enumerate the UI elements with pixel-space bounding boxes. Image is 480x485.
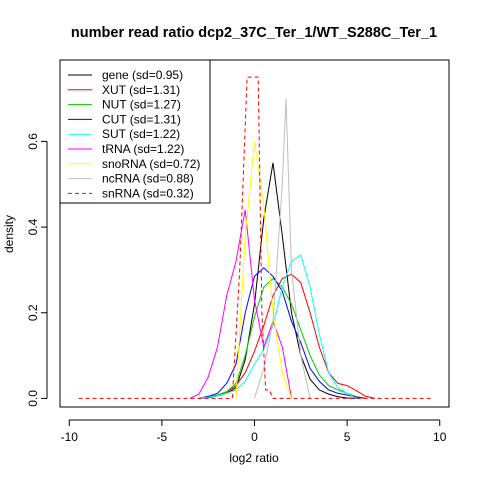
legend-label: snRNA (sd=0.32)	[102, 186, 194, 200]
y-axis: 0.0 0.2 0.4 0.6	[26, 133, 48, 407]
x-tick-label: -5	[157, 430, 168, 444]
x-axis-label: log2 ratio	[229, 451, 279, 465]
legend: gene (sd=0.95)XUT (sd=1.31)NUT (sd=1.27)…	[59, 59, 211, 204]
series-line-4	[198, 254, 357, 399]
legend-label: XUT (sd=1.31)	[102, 83, 180, 97]
legend-label: snoRNA (sd=0.72)	[102, 157, 200, 171]
x-tick-label: 0	[251, 430, 258, 444]
y-tick-label: 0.6	[26, 133, 40, 150]
series-line-3	[198, 267, 366, 399]
chart-title: number read ratio dcp2_37C_Ter_1/WT_S288…	[71, 25, 437, 41]
legend-box	[59, 59, 211, 204]
x-axis: -10 -5 0 5 10	[61, 419, 447, 444]
series-curves	[78, 76, 431, 399]
series-line-7	[254, 98, 311, 399]
legend-label: ncRNA (sd=0.88)	[102, 172, 194, 186]
y-axis-label: density	[2, 215, 16, 253]
legend-label: NUT (sd=1.27)	[102, 98, 181, 112]
series-line-1	[198, 273, 376, 399]
y-tick-label: 0.2	[26, 304, 40, 321]
y-tick-label: 0.4	[26, 218, 40, 235]
x-tick-label: -10	[61, 430, 79, 444]
series-line-2	[198, 277, 366, 399]
series-line-6	[235, 141, 292, 399]
legend-label: tRNA (sd=1.22)	[102, 142, 184, 156]
series-line-8	[78, 76, 431, 399]
x-tick-label: 5	[344, 430, 351, 444]
series-line-0	[198, 162, 357, 399]
y-tick-label: 0.0	[26, 390, 40, 407]
legend-label: SUT (sd=1.22)	[102, 127, 180, 141]
legend-label: gene (sd=0.95)	[102, 68, 183, 82]
x-tick-label: 10	[433, 430, 447, 444]
legend-label: CUT (sd=1.31)	[102, 112, 181, 126]
plot-frame	[59, 59, 450, 408]
